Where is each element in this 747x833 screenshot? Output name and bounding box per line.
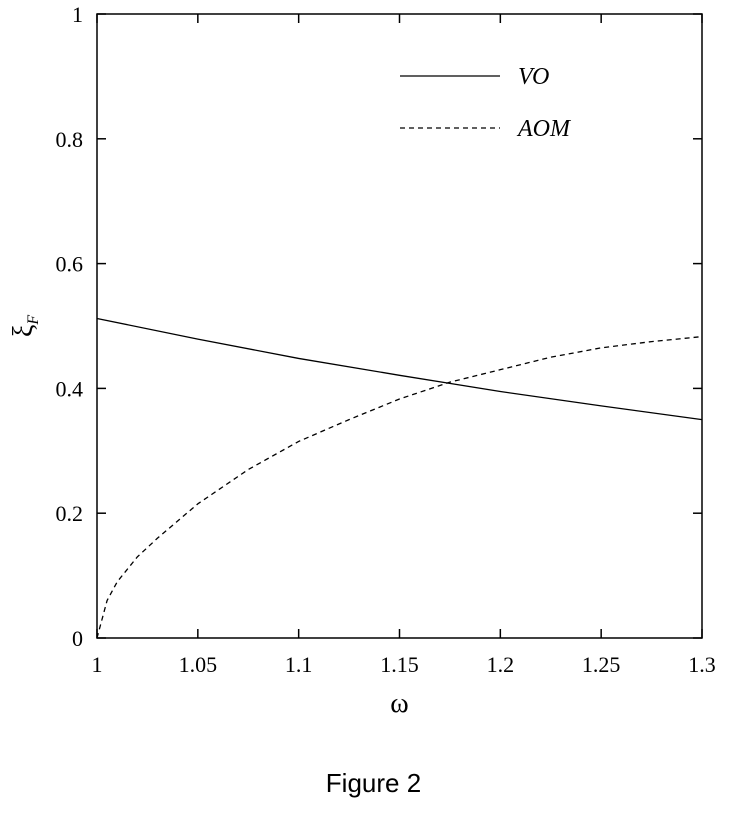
legend-label-aom: AOM: [516, 116, 572, 142]
y-axis-label-main: ξ: [8, 325, 39, 337]
legend: VO AOM: [400, 64, 572, 142]
y-tick-label: 0.4: [56, 376, 84, 401]
plot-frame: [96, 13, 703, 639]
x-tick-label: 1.2: [487, 652, 515, 677]
y-tick-label: 1: [72, 2, 83, 27]
y-axis-label: ξF: [8, 315, 42, 337]
x-tick-label: 1.05: [179, 652, 218, 677]
y-tick-label: 0.2: [56, 501, 84, 526]
y-tick-label: 0.8: [56, 127, 84, 152]
x-tick-label: 1: [92, 652, 103, 677]
legend-label-vo: VO: [518, 64, 549, 90]
x-tick-label: 1.3: [688, 652, 716, 677]
x-tick-label: 1.1: [285, 652, 313, 677]
figure-caption: Figure 2: [325, 768, 422, 798]
chart-figure: 1 1.05 1.1 1.15 1.2 1.25 1.3 0 0.2 0.4 0.6 0.8 1 VO A…: [8, 2, 716, 719]
y-tick-label: 0: [72, 626, 83, 651]
y-axis-label-subscript: F: [25, 315, 42, 326]
series-layer: [96, 317, 703, 639]
y-tick-label: 0.6: [56, 252, 84, 277]
series-line-vo: [96, 317, 703, 421]
plot-border: [96, 13, 703, 639]
x-tick-label: 1.15: [380, 652, 419, 677]
series-line-aom: [96, 335, 703, 639]
axis-ticks: 1 1.05 1.1 1.15 1.2 1.25 1.3 0 0.2 0.4 0.6 0.8 1: [56, 2, 716, 677]
x-tick-label: 1.25: [582, 652, 621, 677]
x-axis-label: ω: [390, 688, 408, 719]
